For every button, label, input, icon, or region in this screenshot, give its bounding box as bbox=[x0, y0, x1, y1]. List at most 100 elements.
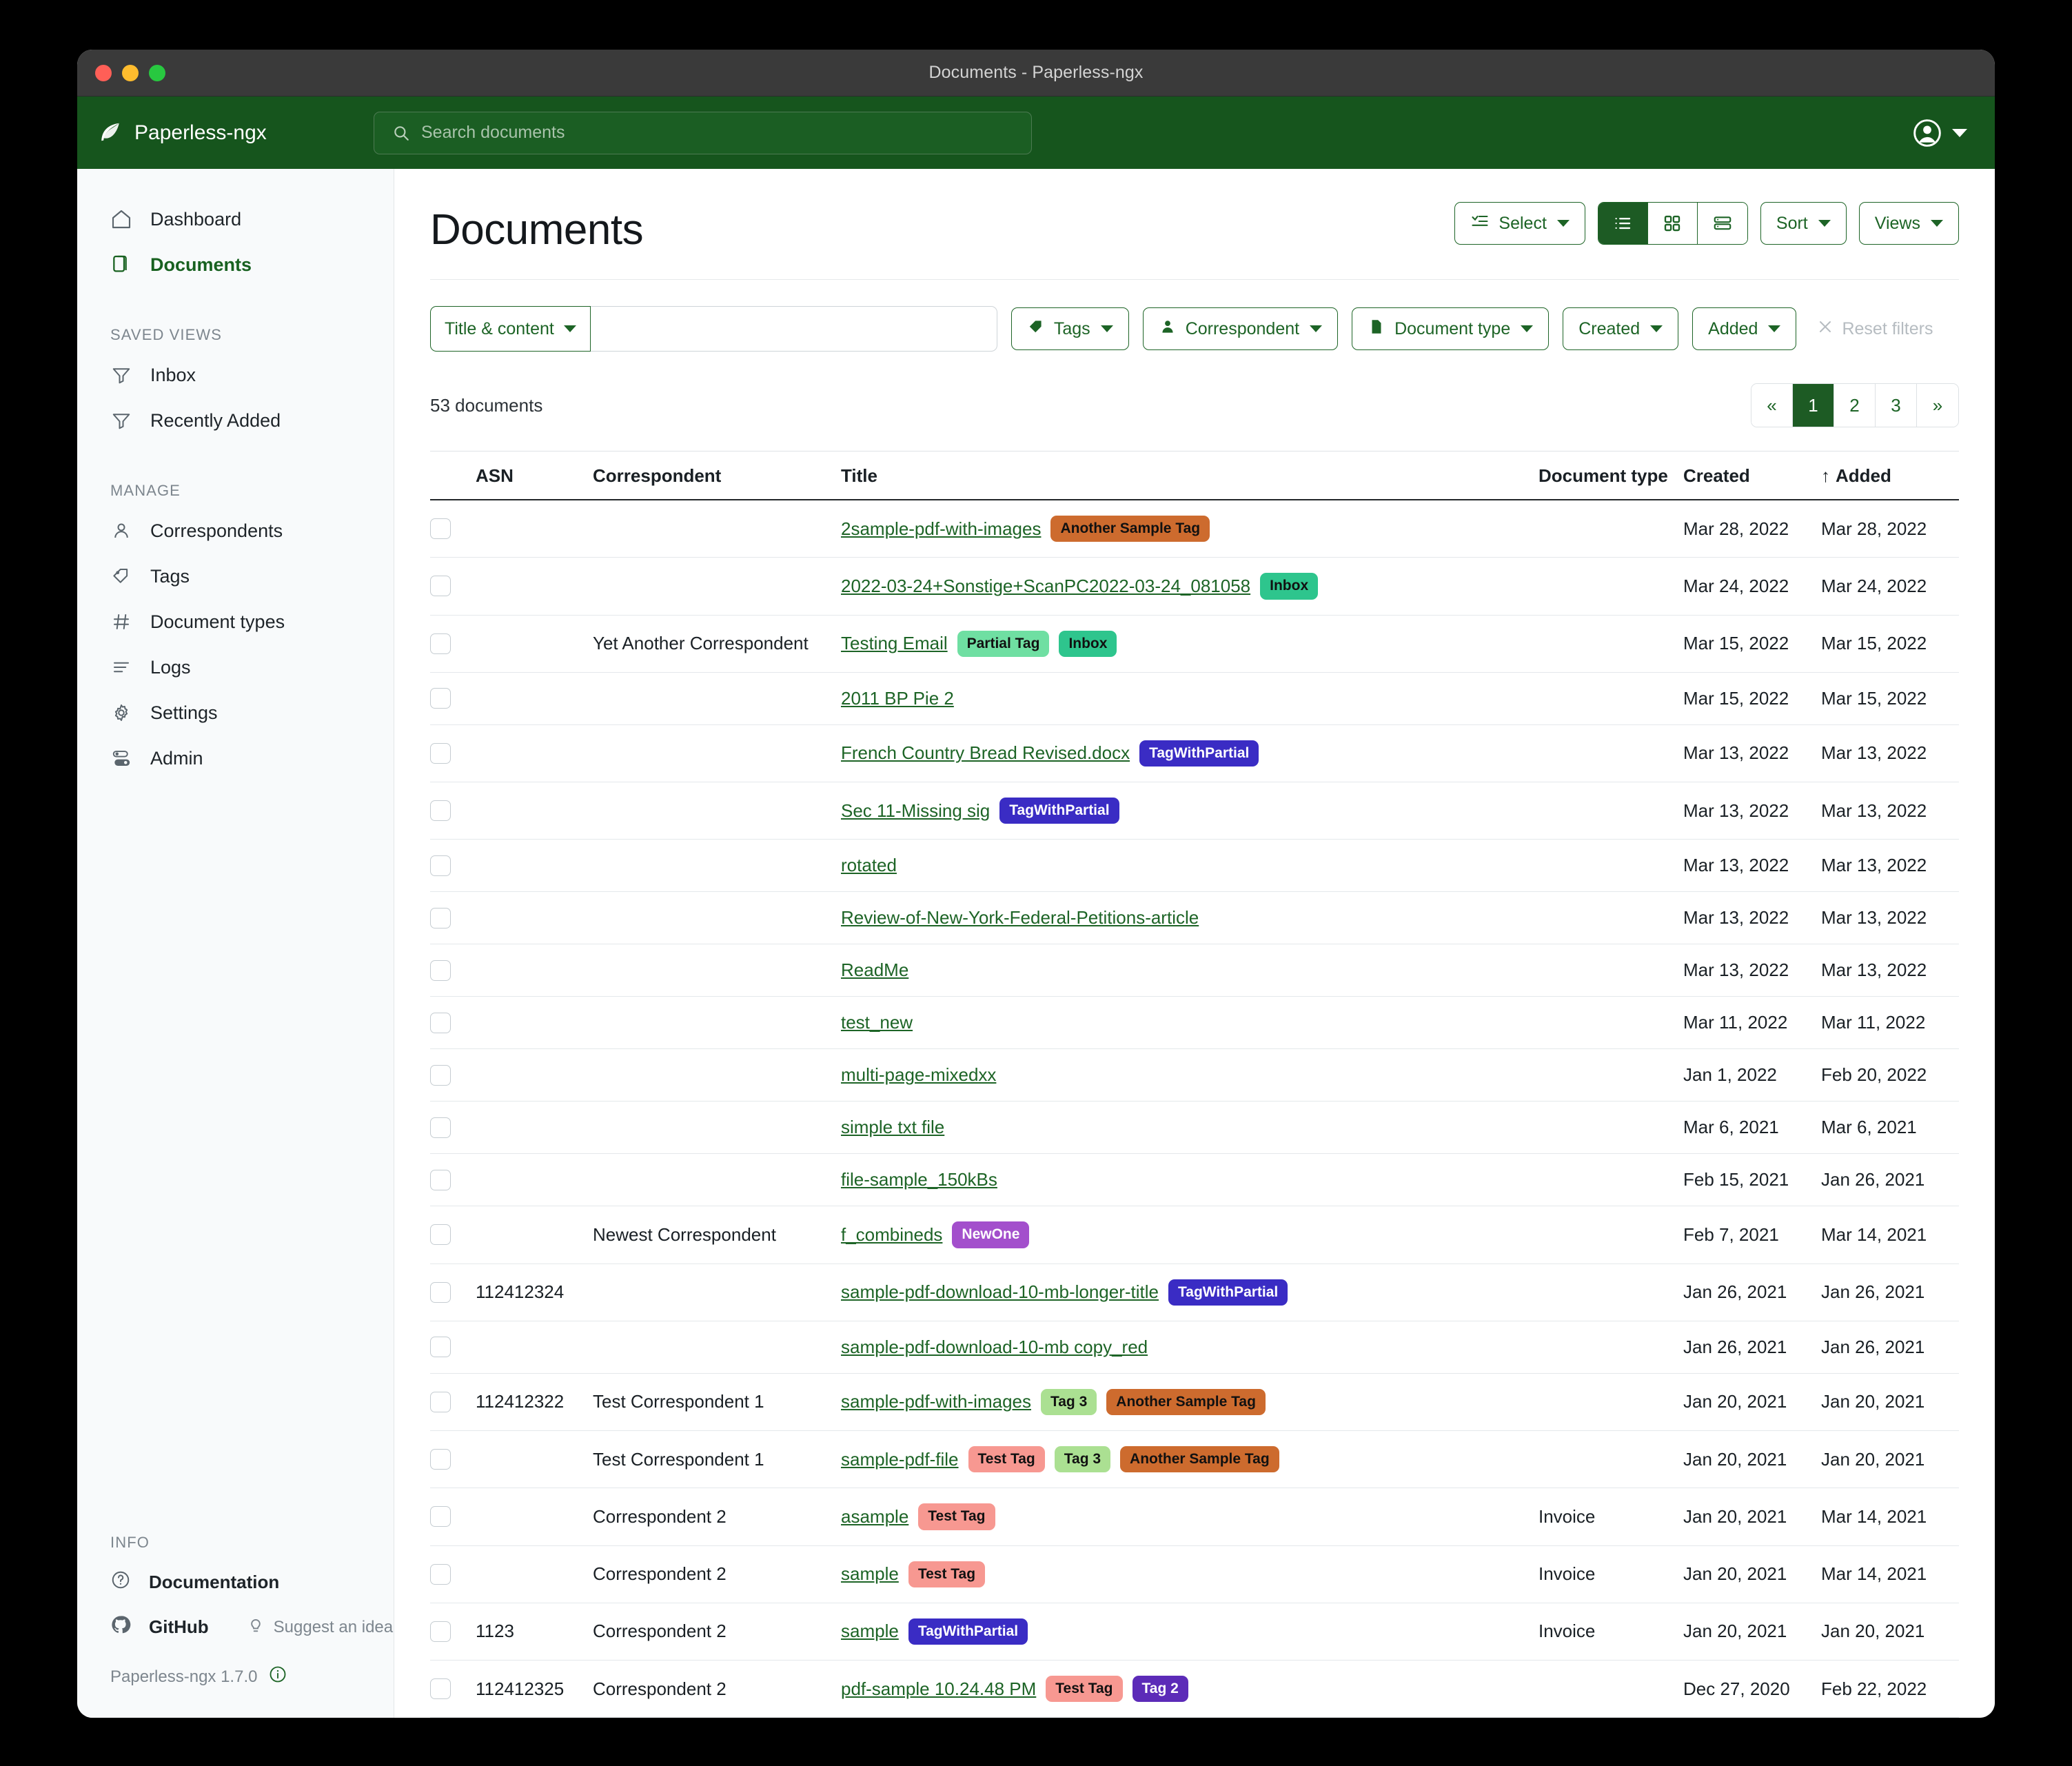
tag-badge[interactable]: Inbox bbox=[1260, 573, 1319, 600]
row-checkbox-cell[interactable] bbox=[430, 1206, 476, 1264]
row-checkbox[interactable] bbox=[430, 855, 451, 876]
row-checkbox[interactable] bbox=[430, 1337, 451, 1358]
sidebar-item-documentation[interactable]: Documentation bbox=[77, 1560, 394, 1605]
row-checkbox-cell[interactable] bbox=[430, 839, 476, 893]
tag-badge[interactable]: Tag 3 bbox=[1040, 1388, 1097, 1415]
sidebar-item-documents[interactable]: Documents bbox=[77, 242, 394, 287]
table-row[interactable]: 112412325 Correspondent 2 pdf-sample 10.24… bbox=[430, 1660, 1959, 1718]
document-title-link[interactable]: Review-of-New-York-Federal-Petitions-art… bbox=[841, 907, 1199, 928]
row-checkbox-cell[interactable] bbox=[430, 944, 476, 997]
column-asn[interactable]: ASN bbox=[476, 451, 593, 500]
document-title-link[interactable]: 2022-03-24+Sonstige+ScanPC2022-03-24_081… bbox=[841, 575, 1251, 596]
pagination-page-1[interactable]: 1 bbox=[1793, 384, 1834, 427]
sidebar-item-settings[interactable]: Settings bbox=[77, 690, 394, 735]
document-title-link[interactable]: French Country Bread Revised.docx bbox=[841, 742, 1130, 764]
column-added[interactable]: ↑ Added bbox=[1821, 451, 1959, 500]
row-checkbox-cell[interactable] bbox=[430, 1603, 476, 1661]
document-type-filter-button[interactable]: Document type bbox=[1352, 307, 1550, 350]
sidebar-item-logs[interactable]: Logs bbox=[77, 645, 394, 690]
title-content-dropdown[interactable]: Title & content bbox=[430, 306, 591, 352]
document-title-link[interactable]: sample-pdf-download-10-mb copy_red bbox=[841, 1336, 1148, 1357]
row-checkbox[interactable] bbox=[430, 688, 451, 709]
row-checkbox[interactable] bbox=[430, 1064, 451, 1086]
document-title-link[interactable]: pdf-sample 10.24.48 PM bbox=[841, 1678, 1037, 1699]
table-row[interactable]: 112412324 sample-pdf-download-10-mb-longe… bbox=[430, 1263, 1959, 1321]
sort-button[interactable]: Sort bbox=[1760, 202, 1847, 245]
document-title-link[interactable]: Sec 11-Missing sig bbox=[841, 800, 991, 821]
row-checkbox-cell[interactable] bbox=[430, 1321, 476, 1374]
table-row[interactable]: simple txt file Mar 6, 2021 Mar 6, 2021 bbox=[430, 1101, 1959, 1155]
tag-badge[interactable]: Another Sample Tag bbox=[1106, 1388, 1266, 1415]
row-checkbox[interactable] bbox=[430, 518, 451, 540]
tag-badge[interactable]: Tag 3 bbox=[1054, 1446, 1111, 1473]
title-content-input[interactable] bbox=[590, 307, 997, 351]
row-checkbox-cell[interactable] bbox=[430, 724, 476, 783]
search-input[interactable] bbox=[421, 123, 1031, 143]
table-row[interactable]: Yet Another Correspondent Testing Email Pa… bbox=[430, 615, 1959, 673]
sidebar-item-github[interactable]: GitHub Suggest an idea bbox=[77, 1605, 394, 1650]
table-row[interactable]: rotated Mar 13, 2022 Mar 13, 2022 bbox=[430, 839, 1959, 893]
table-row[interactable]: French Country Bread Revised.docx TagWith… bbox=[430, 724, 1959, 783]
table-row[interactable]: sample-pdf-download-10-mb copy_red Jan 26… bbox=[430, 1321, 1959, 1374]
table-row[interactable]: 2sample-pdf-with-images Another Sample Ta… bbox=[430, 500, 1959, 558]
created-filter-button[interactable]: Created bbox=[1563, 307, 1679, 350]
list-view-button[interactable] bbox=[1598, 203, 1648, 244]
brand[interactable]: Paperless-ngx bbox=[98, 121, 374, 145]
table-row[interactable]: Newest Correspondent f_combineds NewOne Feb… bbox=[430, 1206, 1959, 1264]
pagination-prev[interactable]: « bbox=[1751, 384, 1793, 427]
document-title-link[interactable]: 2011 BP Pie 2 bbox=[841, 687, 954, 709]
sidebar-item-dashboard[interactable]: Dashboard bbox=[77, 196, 394, 242]
tag-badge[interactable]: Another Sample Tag bbox=[1050, 516, 1210, 542]
table-row[interactable]: Review-of-New-York-Federal-Petitions-art… bbox=[430, 891, 1959, 945]
tag-badge[interactable]: Test Tag bbox=[968, 1446, 1045, 1473]
row-checkbox[interactable] bbox=[430, 1621, 451, 1642]
row-checkbox[interactable] bbox=[430, 742, 451, 764]
row-checkbox-cell[interactable] bbox=[430, 782, 476, 840]
sidebar-item-inbox[interactable]: Inbox bbox=[77, 352, 394, 398]
table-row[interactable]: ReadMe Mar 13, 2022 Mar 13, 2022 bbox=[430, 944, 1959, 997]
grid-view-button[interactable] bbox=[1647, 203, 1698, 244]
row-checkbox[interactable] bbox=[430, 1678, 451, 1700]
row-checkbox[interactable] bbox=[430, 1012, 451, 1033]
maximize-window-button[interactable] bbox=[149, 64, 165, 81]
info-circle-icon[interactable] bbox=[268, 1665, 287, 1689]
document-title-link[interactable]: test_new bbox=[841, 1012, 913, 1033]
row-checkbox[interactable] bbox=[430, 1169, 451, 1190]
row-checkbox-cell[interactable] bbox=[430, 891, 476, 945]
sidebar-item-correspondents[interactable]: Correspondents bbox=[77, 508, 394, 554]
pagination-page-2[interactable]: 2 bbox=[1834, 384, 1876, 427]
correspondent-filter-button[interactable]: Correspondent bbox=[1142, 307, 1339, 350]
document-title-link[interactable]: rotated bbox=[841, 855, 897, 876]
pagination-page-3[interactable]: 3 bbox=[1876, 384, 1917, 427]
tag-badge[interactable]: NewOne bbox=[952, 1221, 1030, 1248]
sidebar-item-tags[interactable]: Tags bbox=[77, 554, 394, 599]
table-row[interactable]: test_new Mar 11, 2022 Mar 11, 2022 bbox=[430, 996, 1959, 1050]
column-select-all[interactable] bbox=[430, 451, 476, 500]
row-checkbox[interactable] bbox=[430, 1563, 451, 1585]
row-checkbox-cell[interactable] bbox=[430, 672, 476, 725]
select-button[interactable]: Select bbox=[1454, 202, 1585, 245]
sidebar-item-suggest-an-idea[interactable]: Suggest an idea bbox=[246, 1615, 393, 1639]
row-checkbox-cell[interactable] bbox=[430, 1430, 476, 1489]
row-checkbox-cell[interactable] bbox=[430, 1101, 476, 1155]
column-document-type[interactable]: Document type bbox=[1538, 451, 1683, 500]
table-row[interactable]: Correspondent 2 asample Test Tag Invoice Jan… bbox=[430, 1488, 1959, 1546]
row-checkbox-cell[interactable] bbox=[430, 1660, 476, 1718]
row-checkbox[interactable] bbox=[430, 800, 451, 822]
document-title-link[interactable]: file-sample_150kBs bbox=[841, 1169, 997, 1190]
row-checkbox-cell[interactable] bbox=[430, 1488, 476, 1546]
table-row[interactable]: 2022-03-24+Sonstige+ScanPC2022-03-24_081… bbox=[430, 557, 1959, 616]
row-checkbox-cell[interactable] bbox=[430, 1545, 476, 1603]
tag-badge[interactable]: TagWithPartial bbox=[1168, 1279, 1288, 1306]
tag-badge[interactable]: TagWithPartial bbox=[908, 1618, 1028, 1645]
row-checkbox[interactable] bbox=[430, 633, 451, 654]
row-checkbox[interactable] bbox=[430, 1117, 451, 1138]
document-title-link[interactable]: multi-page-mixedxx bbox=[841, 1064, 997, 1086]
document-title-link[interactable]: sample bbox=[841, 1621, 899, 1642]
row-checkbox-cell[interactable] bbox=[430, 615, 476, 673]
window-controls[interactable] bbox=[95, 64, 165, 81]
user-menu[interactable] bbox=[1912, 118, 1973, 148]
tags-filter-button[interactable]: Tags bbox=[1010, 307, 1129, 350]
document-title-link[interactable]: sample bbox=[841, 1563, 899, 1585]
row-checkbox-cell[interactable] bbox=[430, 1263, 476, 1321]
